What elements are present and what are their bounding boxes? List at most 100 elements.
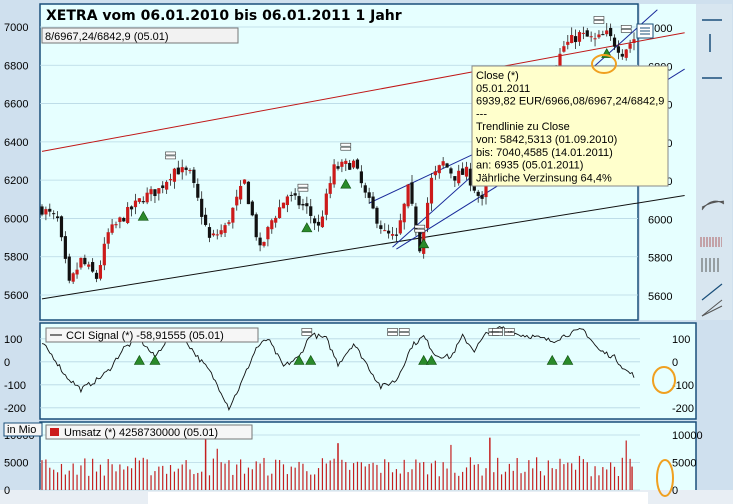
fan-icon[interactable] bbox=[701, 200, 725, 211]
candle-body bbox=[570, 35, 574, 44]
tooltip-line: bis: 7040,4585 (14.01.2011) bbox=[476, 147, 613, 159]
sell-signal-flag bbox=[165, 151, 176, 156]
tooltip-line: Close (*) bbox=[476, 70, 519, 82]
candle-body bbox=[75, 269, 79, 275]
candle-body bbox=[301, 203, 305, 206]
cci-tick-label-right: -200 bbox=[672, 403, 694, 415]
candle-body bbox=[351, 160, 356, 168]
candle-body bbox=[141, 201, 145, 203]
cci-sell-flag bbox=[387, 332, 398, 336]
tooltip-line: --- bbox=[476, 108, 487, 120]
pencil-fan-icon[interactable] bbox=[701, 299, 723, 317]
candle-body bbox=[410, 182, 414, 204]
footer-scroll[interactable] bbox=[148, 492, 648, 504]
candle-body bbox=[203, 214, 208, 225]
cci-buy-triangle bbox=[293, 354, 305, 365]
candle-body bbox=[285, 196, 289, 206]
cci-tick-label-right: -100 bbox=[672, 380, 694, 392]
price-tick-label-right: 5800 bbox=[648, 253, 672, 265]
sell-signal-flag bbox=[340, 146, 352, 151]
candle-body bbox=[558, 53, 562, 68]
candle-body bbox=[605, 30, 609, 35]
cci-buy-triangle bbox=[133, 354, 145, 365]
sell-signal-flag bbox=[593, 20, 605, 24]
cci-buy-triangle bbox=[149, 354, 161, 365]
candle-body bbox=[153, 189, 157, 197]
candle-body bbox=[609, 27, 613, 37]
candle-body bbox=[562, 46, 566, 52]
sell-signal-flag bbox=[620, 25, 632, 29]
candle-body bbox=[316, 221, 321, 226]
candle-body bbox=[480, 194, 484, 199]
candle-body bbox=[262, 241, 266, 246]
cci-sell-flag bbox=[398, 328, 410, 332]
volume-tick-label-right: 10000 bbox=[672, 430, 703, 442]
candle-body bbox=[98, 265, 103, 279]
candle-body bbox=[449, 168, 453, 174]
candle-body bbox=[196, 183, 200, 198]
candle-body bbox=[589, 36, 593, 38]
candle-body bbox=[63, 236, 67, 259]
tooltip-line: 05.01.2011 bbox=[476, 83, 530, 95]
tooltip-line: Jährliche Verzinsung 64,4% bbox=[476, 172, 612, 184]
price-tick-label-left: 6000 bbox=[4, 213, 28, 225]
pencil-fan-icon[interactable] bbox=[701, 305, 723, 317]
candle-body bbox=[324, 193, 328, 215]
price-tick-label-left: 5600 bbox=[4, 290, 28, 302]
candle-body bbox=[102, 243, 106, 266]
candle-body bbox=[137, 198, 141, 202]
candle-body bbox=[313, 218, 317, 224]
tooltip-line: 6939,82 EUR/6966,08/6967,24/6842,9 bbox=[476, 96, 664, 108]
cci-buy-triangle bbox=[546, 354, 558, 365]
cci-buy-triangle bbox=[425, 354, 437, 365]
sell-signal-flag bbox=[414, 228, 426, 233]
candle-body bbox=[601, 34, 605, 36]
candle-body bbox=[223, 225, 227, 233]
toolbar-background bbox=[696, 4, 732, 320]
cci-tick-label-left: 100 bbox=[4, 334, 22, 346]
price-tick-label-right: 5600 bbox=[648, 291, 672, 303]
candle-body bbox=[254, 214, 258, 238]
cci-tick-label-left: -200 bbox=[4, 403, 26, 415]
fan-icon[interactable] bbox=[701, 201, 725, 210]
candle-body bbox=[445, 163, 449, 168]
candle-body bbox=[297, 196, 301, 206]
candle-body bbox=[227, 222, 231, 224]
cci-signals bbox=[133, 328, 574, 365]
volume-label: Umsatz (*) 4258730000 (05.01) bbox=[64, 427, 218, 439]
candle-body bbox=[632, 39, 636, 44]
toolbar bbox=[636, 4, 732, 320]
candle-body bbox=[118, 217, 122, 222]
candle-body bbox=[126, 206, 130, 223]
candle-body bbox=[87, 264, 91, 267]
price-tick-label-left: 6200 bbox=[4, 175, 28, 187]
volume-tick-label-left: 0 bbox=[4, 485, 10, 497]
candle-body bbox=[612, 37, 617, 47]
sell-signal-flag bbox=[593, 16, 605, 20]
candle-body bbox=[192, 169, 196, 183]
cci-sell-flag bbox=[387, 328, 398, 332]
pencil-icon[interactable] bbox=[701, 283, 723, 301]
fan-icon[interactable] bbox=[701, 200, 725, 208]
candle-body bbox=[367, 192, 371, 198]
cci-sell-flag bbox=[398, 332, 410, 336]
sell-signal-flag bbox=[297, 187, 309, 192]
buy-signal-triangle bbox=[137, 210, 149, 221]
volume-tick-label-right: 5000 bbox=[672, 458, 696, 470]
candle-body bbox=[71, 273, 75, 282]
sell-signal-flag bbox=[620, 29, 632, 33]
candle-body bbox=[145, 192, 149, 203]
candle-body bbox=[258, 237, 262, 246]
candle-body bbox=[274, 217, 278, 223]
candle-body bbox=[281, 202, 286, 209]
candle-body bbox=[453, 176, 457, 181]
candle-body bbox=[114, 224, 118, 226]
candle-body bbox=[624, 49, 628, 58]
cci-tick-label-left: 0 bbox=[4, 357, 10, 369]
fan-icon[interactable] bbox=[701, 201, 725, 209]
candle-body bbox=[44, 209, 48, 215]
cci-buy-triangle bbox=[562, 354, 574, 365]
